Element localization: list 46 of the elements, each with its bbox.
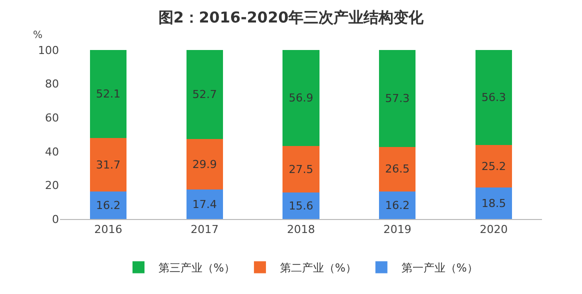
bar — [475, 50, 512, 146]
bar — [379, 192, 416, 219]
bar — [475, 145, 512, 188]
bar — [90, 138, 127, 192]
bar — [186, 139, 223, 190]
data-label: 29.9 — [192, 158, 217, 171]
data-label: 27.5 — [288, 162, 314, 176]
bar — [90, 50, 127, 138]
data-label: 15.6 — [288, 199, 314, 212]
data-label: 26.5 — [385, 162, 410, 176]
bar — [90, 192, 127, 219]
x-tick-label: 2017 — [190, 223, 219, 236]
data-label: 56.3 — [482, 91, 506, 104]
chart-title: 图2：2016-2020年三次产业结构变化 — [158, 8, 425, 26]
y-tick-label: 0 — [52, 212, 59, 226]
data-label: 18.5 — [482, 196, 506, 210]
x-tick-label: 2019 — [383, 223, 412, 236]
legend-label: 第一产业（%） — [401, 262, 478, 275]
bar — [379, 146, 416, 192]
bar — [282, 192, 320, 219]
x-tick-label: 2016 — [94, 223, 122, 236]
data-label: 57.3 — [385, 92, 410, 105]
data-label: 56.9 — [288, 92, 314, 105]
y-axis-title: % — [33, 30, 43, 41]
y-tick-label: 40 — [45, 145, 59, 158]
bar — [186, 190, 223, 219]
y-tick-label: 80 — [45, 78, 59, 91]
bar — [186, 50, 223, 140]
x-tick-label: 2020 — [480, 223, 508, 236]
data-label: 52.1 — [96, 88, 120, 101]
x-tick-label: 2018 — [287, 223, 315, 236]
y-tick-label: 20 — [45, 179, 59, 192]
data-label: 52.7 — [192, 88, 217, 102]
data-label: 17.4 — [192, 198, 217, 211]
legend-label: 第三产业（%） — [158, 262, 235, 275]
data-label: 16.2 — [96, 198, 120, 212]
data-label: 31.7 — [96, 158, 120, 172]
data-label: 25.2 — [482, 160, 506, 173]
bar — [282, 50, 320, 146]
legend-label: 第二产业（%） — [280, 262, 356, 275]
bar — [282, 146, 320, 193]
y-tick-label: 100 — [38, 44, 59, 57]
bar — [475, 188, 512, 219]
y-tick-label: 60 — [45, 111, 59, 124]
data-label: 16.2 — [385, 198, 410, 212]
bar — [379, 50, 416, 147]
